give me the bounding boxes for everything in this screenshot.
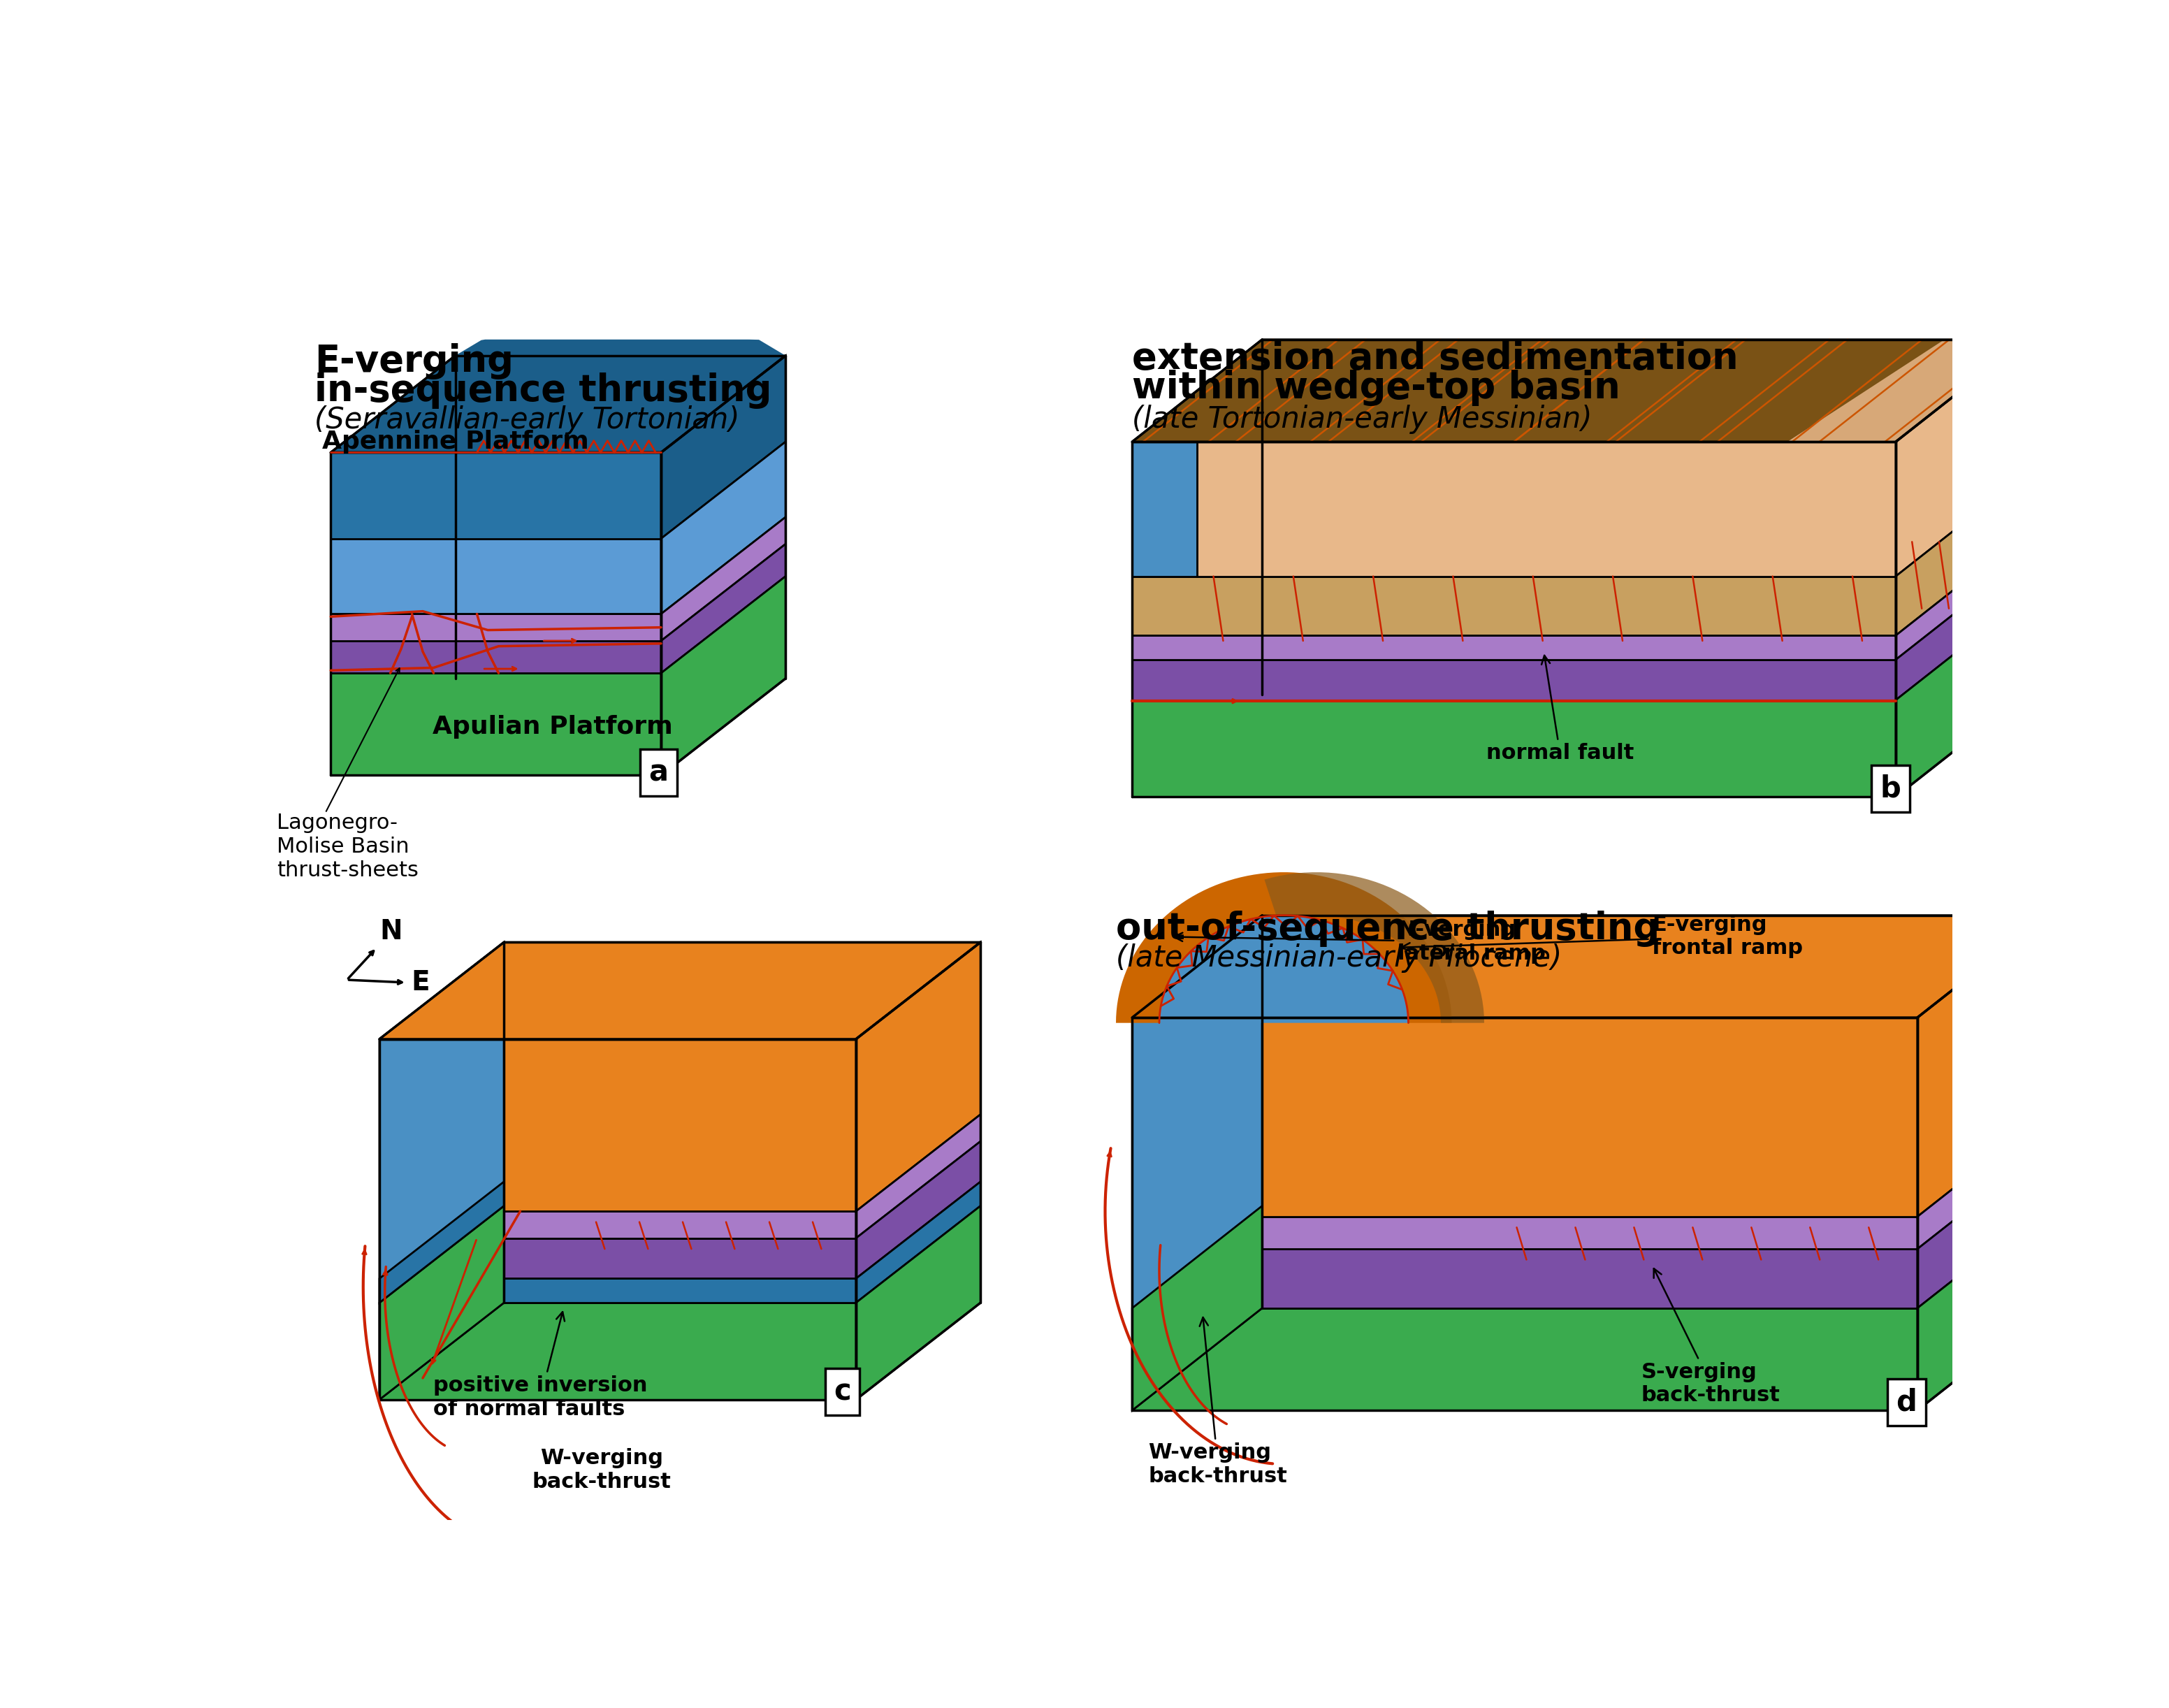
Polygon shape: [1132, 1206, 1262, 1411]
Text: Apulian Platform: Apulian Platform: [432, 716, 672, 740]
Polygon shape: [1115, 873, 1451, 1023]
Text: a: a: [649, 758, 668, 787]
Polygon shape: [380, 1206, 503, 1399]
Polygon shape: [1917, 1114, 2048, 1249]
Polygon shape: [1132, 442, 1197, 576]
Text: (late Tortonian-early Messinian): (late Tortonian-early Messinian): [1132, 405, 1592, 434]
Polygon shape: [857, 1182, 980, 1303]
Polygon shape: [1132, 659, 1896, 700]
Polygon shape: [380, 943, 980, 1038]
Polygon shape: [662, 355, 785, 538]
Polygon shape: [1787, 340, 2026, 442]
Polygon shape: [1132, 915, 2048, 1018]
Text: E-verging
frontal ramp: E-verging frontal ramp: [1401, 914, 1802, 958]
Polygon shape: [1917, 915, 2048, 1216]
Polygon shape: [1132, 635, 1896, 659]
Polygon shape: [1132, 1216, 1917, 1249]
Polygon shape: [380, 1279, 857, 1303]
Text: N: N: [380, 919, 401, 945]
Polygon shape: [1132, 576, 1896, 635]
Polygon shape: [1132, 340, 2026, 442]
Text: Lagonegro-
Molise Basin
thrust-sheets: Lagonegro- Molise Basin thrust-sheets: [275, 813, 419, 880]
Polygon shape: [1158, 915, 1408, 1023]
Polygon shape: [662, 576, 785, 775]
Polygon shape: [1265, 873, 1484, 1023]
Text: E: E: [410, 968, 429, 996]
Polygon shape: [662, 543, 785, 673]
Text: (Serravallian-early Tortonian): (Serravallian-early Tortonian): [315, 405, 740, 436]
Text: W-verging
back-thrust: W-verging back-thrust: [1147, 1317, 1288, 1486]
Polygon shape: [330, 613, 662, 640]
Polygon shape: [857, 1114, 980, 1238]
Text: Apennine Platform: Apennine Platform: [321, 430, 588, 454]
Polygon shape: [330, 355, 785, 453]
Polygon shape: [1132, 915, 1262, 1411]
Polygon shape: [380, 1238, 857, 1279]
Polygon shape: [330, 453, 662, 538]
Polygon shape: [1132, 1308, 1917, 1411]
Polygon shape: [1917, 1146, 2048, 1308]
Text: b: b: [1881, 774, 1900, 803]
Polygon shape: [1132, 1249, 1917, 1308]
Polygon shape: [330, 340, 785, 453]
Polygon shape: [857, 1206, 980, 1399]
Polygon shape: [1896, 598, 2026, 798]
Text: d: d: [1896, 1387, 1917, 1418]
Text: in-sequence thrusting: in-sequence thrusting: [315, 372, 772, 408]
Text: positive inversion
of normal faults: positive inversion of normal faults: [434, 1312, 649, 1419]
Text: within wedge-top basin: within wedge-top basin: [1132, 369, 1620, 407]
Text: out-of-sequence thrusting: out-of-sequence thrusting: [1115, 910, 1659, 946]
Polygon shape: [380, 1303, 857, 1399]
Text: c: c: [833, 1377, 850, 1406]
Polygon shape: [1132, 700, 1896, 798]
Polygon shape: [1896, 475, 2026, 635]
Polygon shape: [1132, 1018, 1917, 1216]
Polygon shape: [380, 1182, 503, 1303]
Polygon shape: [330, 673, 662, 775]
Polygon shape: [1197, 442, 1896, 576]
Polygon shape: [1896, 557, 2026, 700]
Polygon shape: [330, 538, 662, 613]
Text: extension and sedimentation: extension and sedimentation: [1132, 340, 1740, 376]
Polygon shape: [1896, 533, 2026, 659]
Polygon shape: [380, 1038, 857, 1211]
Polygon shape: [1896, 340, 2026, 576]
Text: S-verging
back-thrust: S-verging back-thrust: [1642, 1269, 1781, 1406]
Text: E-verging: E-verging: [315, 343, 514, 379]
Polygon shape: [662, 518, 785, 640]
Text: N-verging
lateral ramp: N-verging lateral ramp: [1173, 921, 1546, 963]
Polygon shape: [1917, 1206, 2048, 1411]
Text: normal fault: normal fault: [1486, 656, 1633, 763]
Polygon shape: [857, 1141, 980, 1279]
Polygon shape: [330, 640, 662, 673]
Text: W-verging
back-thrust: W-verging back-thrust: [531, 1448, 670, 1491]
Text: (late Messinian-early Pliocene): (late Messinian-early Pliocene): [1115, 943, 1562, 974]
Polygon shape: [857, 943, 980, 1211]
Polygon shape: [380, 1038, 445, 1114]
Polygon shape: [662, 442, 785, 613]
Polygon shape: [380, 943, 503, 1399]
Polygon shape: [380, 1211, 857, 1238]
